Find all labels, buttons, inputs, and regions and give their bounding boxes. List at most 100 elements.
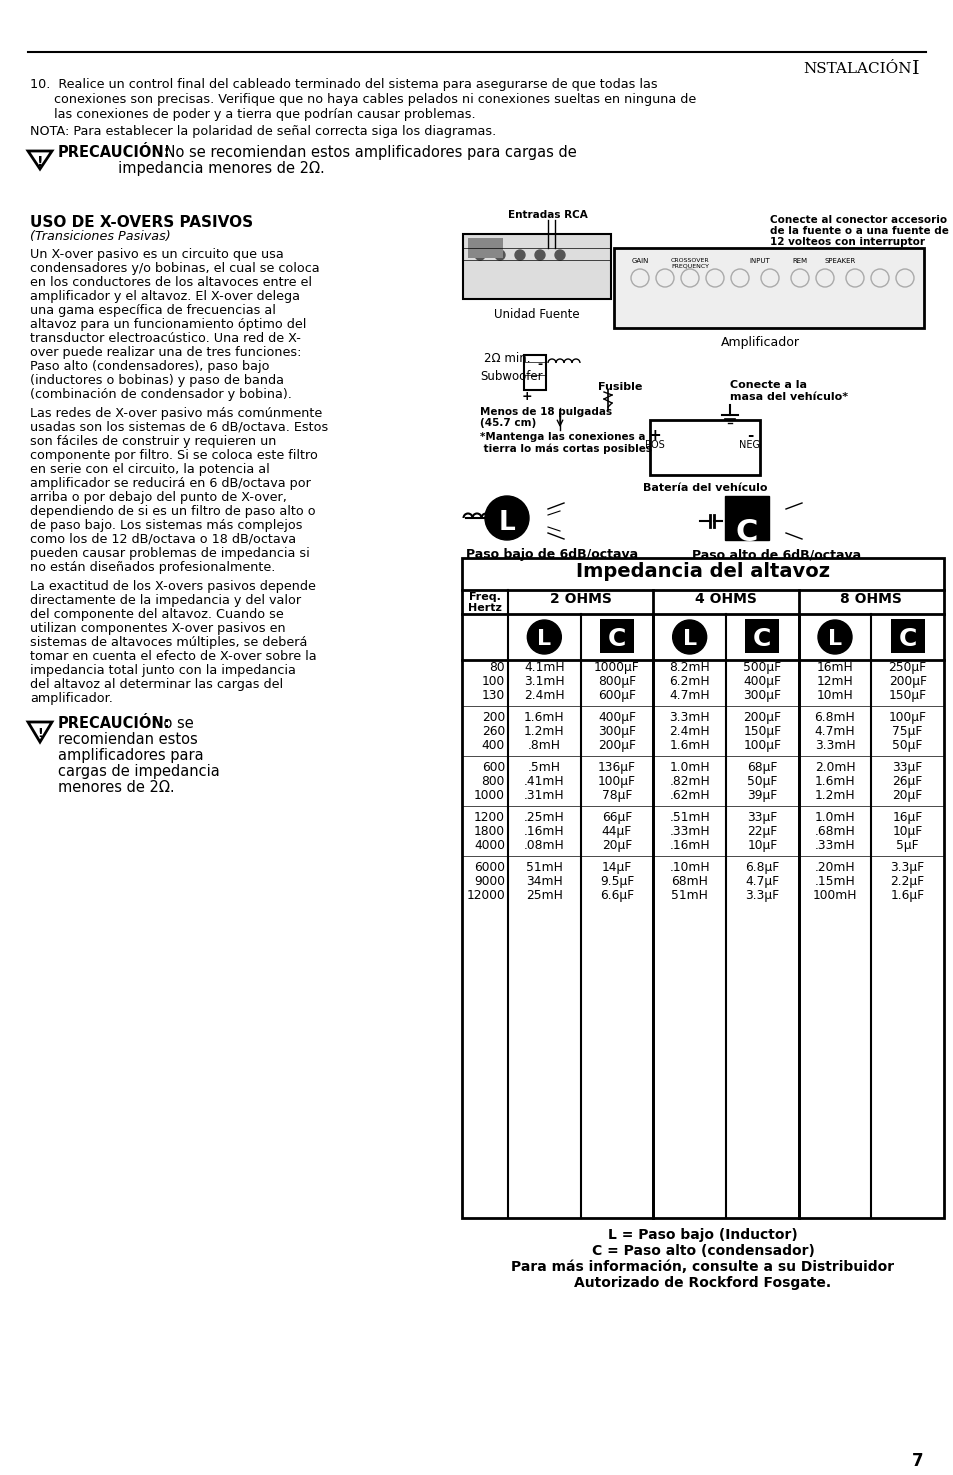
Text: 250μF: 250μF xyxy=(887,661,925,674)
Text: del altavoz al determinar las cargas del: del altavoz al determinar las cargas del xyxy=(30,678,283,690)
Text: No se recomiendan estos amplificadores para cargas de: No se recomiendan estos amplificadores p… xyxy=(160,145,577,159)
Text: 10mH: 10mH xyxy=(816,689,853,702)
Text: 6.2mH: 6.2mH xyxy=(669,676,709,687)
Text: impedancia total junto con la impedancia: impedancia total junto con la impedancia xyxy=(30,664,295,677)
Text: 1.6μF: 1.6μF xyxy=(890,889,923,903)
Text: 6.8mH: 6.8mH xyxy=(814,711,855,724)
Text: 3.3mH: 3.3mH xyxy=(669,711,709,724)
Text: La exactitud de los X-overs pasivos depende: La exactitud de los X-overs pasivos depe… xyxy=(30,580,315,593)
Text: .16mH: .16mH xyxy=(669,839,709,853)
Text: sistemas de altavoces múltiples, se deberá: sistemas de altavoces múltiples, se debe… xyxy=(30,636,307,649)
Text: 14μF: 14μF xyxy=(601,861,632,875)
Text: de la fuente o a una fuente de: de la fuente o a una fuente de xyxy=(769,226,948,236)
Text: 800: 800 xyxy=(481,774,504,788)
Text: +: + xyxy=(521,389,532,403)
Text: en serie con el circuito, la potencia al: en serie con el circuito, la potencia al xyxy=(30,463,270,476)
Text: 4.7μF: 4.7μF xyxy=(744,875,779,888)
Text: Conecte al conector accesorio: Conecte al conector accesorio xyxy=(769,215,946,226)
Text: 8 OHMS: 8 OHMS xyxy=(840,591,902,606)
Text: -: - xyxy=(537,358,542,372)
Text: directamente de la impedancia y del valor: directamente de la impedancia y del valo… xyxy=(30,594,301,608)
Text: C = Paso alto (condensador): C = Paso alto (condensador) xyxy=(591,1243,814,1258)
Circle shape xyxy=(484,496,529,540)
Text: (45.7 cm): (45.7 cm) xyxy=(479,417,536,428)
Text: 100μF: 100μF xyxy=(888,711,925,724)
Text: 600: 600 xyxy=(481,761,504,774)
Text: 100μF: 100μF xyxy=(598,774,636,788)
Bar xyxy=(649,420,760,475)
Text: 600μF: 600μF xyxy=(598,689,636,702)
Text: 10μF: 10μF xyxy=(746,839,777,853)
Text: 3.1mH: 3.1mH xyxy=(523,676,564,687)
Text: 34mH: 34mH xyxy=(525,875,562,888)
Text: 130: 130 xyxy=(481,689,504,702)
Text: I: I xyxy=(911,60,919,78)
Text: amplificador y el altavoz. El X-over delega: amplificador y el altavoz. El X-over del… xyxy=(30,291,299,302)
Text: de paso bajo. Los sistemas más complejos: de paso bajo. Los sistemas más complejos xyxy=(30,519,302,532)
Text: .08mH: .08mH xyxy=(523,839,564,853)
Text: amplificador se reducirá en 6 dB/octava por: amplificador se reducirá en 6 dB/octava … xyxy=(30,476,311,490)
Text: 200μF: 200μF xyxy=(742,711,781,724)
Text: no están diseñados profesionalmente.: no están diseñados profesionalmente. xyxy=(30,560,275,574)
Text: over puede realizar una de tres funciones:: over puede realizar una de tres funcione… xyxy=(30,347,301,358)
Text: Las redes de X-over pasivo más comúnmente: Las redes de X-over pasivo más comúnment… xyxy=(30,407,322,420)
Text: 3.3μF: 3.3μF xyxy=(890,861,923,875)
Text: 150μF: 150μF xyxy=(742,726,781,738)
Text: 1000: 1000 xyxy=(474,789,504,802)
Text: Subwoofer: Subwoofer xyxy=(479,370,542,384)
Text: *Mantenga las conexiones a: *Mantenga las conexiones a xyxy=(479,432,645,442)
Text: 12 volteos con interruptor: 12 volteos con interruptor xyxy=(769,237,924,246)
Text: !: ! xyxy=(37,155,43,170)
Text: 800μF: 800μF xyxy=(598,676,636,687)
Circle shape xyxy=(527,620,560,653)
Text: Entradas RCA: Entradas RCA xyxy=(508,209,587,220)
Text: C: C xyxy=(607,627,625,650)
Text: 78μF: 78μF xyxy=(601,789,632,802)
Text: 400μF: 400μF xyxy=(742,676,781,687)
Text: Paso alto (condensadores), paso bajo: Paso alto (condensadores), paso bajo xyxy=(30,360,269,373)
Text: .51mH: .51mH xyxy=(669,811,709,825)
Text: GAIN: GAIN xyxy=(631,258,648,264)
Text: No se: No se xyxy=(148,715,193,732)
Text: C: C xyxy=(898,627,916,650)
Text: .15mH: .15mH xyxy=(814,875,855,888)
Text: Hertz: Hertz xyxy=(468,603,501,614)
Text: 44μF: 44μF xyxy=(601,825,632,838)
Text: 68μF: 68μF xyxy=(746,761,777,774)
Text: NEG: NEG xyxy=(739,440,760,450)
Text: L = Paso bajo (Inductor): L = Paso bajo (Inductor) xyxy=(607,1229,797,1242)
Text: POS: POS xyxy=(644,440,664,450)
Text: .20mH: .20mH xyxy=(814,861,855,875)
Text: 2.2μF: 2.2μF xyxy=(890,875,923,888)
Text: .10mH: .10mH xyxy=(669,861,709,875)
Text: Para más información, consulte a su Distribuidor: Para más información, consulte a su Dist… xyxy=(511,1260,894,1274)
Text: 50μF: 50μF xyxy=(892,739,922,752)
Text: 20μF: 20μF xyxy=(601,839,632,853)
Text: 100mH: 100mH xyxy=(812,889,857,903)
Text: en los conductores de los altavoces entre el: en los conductores de los altavoces entr… xyxy=(30,276,312,289)
Bar xyxy=(599,620,634,653)
Text: altavoz para un funcionamiento óptimo del: altavoz para un funcionamiento óptimo de… xyxy=(30,319,306,330)
Text: 260: 260 xyxy=(481,726,504,738)
Text: 10.  Realice un control final del cableado terminado del sistema para asegurarse: 10. Realice un control final del cablead… xyxy=(30,78,657,91)
Text: 4.1mH: 4.1mH xyxy=(523,661,564,674)
Text: 75μF: 75μF xyxy=(892,726,922,738)
Bar xyxy=(724,496,768,540)
Text: 100μF: 100μF xyxy=(742,739,781,752)
Text: (Transiciones Pasivas): (Transiciones Pasivas) xyxy=(30,230,171,243)
Text: 33μF: 33μF xyxy=(892,761,922,774)
Text: USO DE X-OVERS PASIVOS: USO DE X-OVERS PASIVOS xyxy=(30,215,253,230)
Text: tierra lo más cortas posibles: tierra lo más cortas posibles xyxy=(479,442,651,453)
Circle shape xyxy=(515,249,524,260)
Text: SPEAKER: SPEAKER xyxy=(823,258,855,264)
Text: 2.0mH: 2.0mH xyxy=(814,761,855,774)
Text: Menos de 18 pulgadas: Menos de 18 pulgadas xyxy=(479,407,612,417)
Text: 3.3mH: 3.3mH xyxy=(814,739,855,752)
Text: C: C xyxy=(735,518,758,547)
Text: 66μF: 66μF xyxy=(601,811,632,825)
Text: 4.7mH: 4.7mH xyxy=(814,726,855,738)
Text: 51mH: 51mH xyxy=(671,889,707,903)
Text: 10μF: 10μF xyxy=(892,825,922,838)
Text: 500μF: 500μF xyxy=(742,661,781,674)
Text: 4 OHMS: 4 OHMS xyxy=(695,591,756,606)
